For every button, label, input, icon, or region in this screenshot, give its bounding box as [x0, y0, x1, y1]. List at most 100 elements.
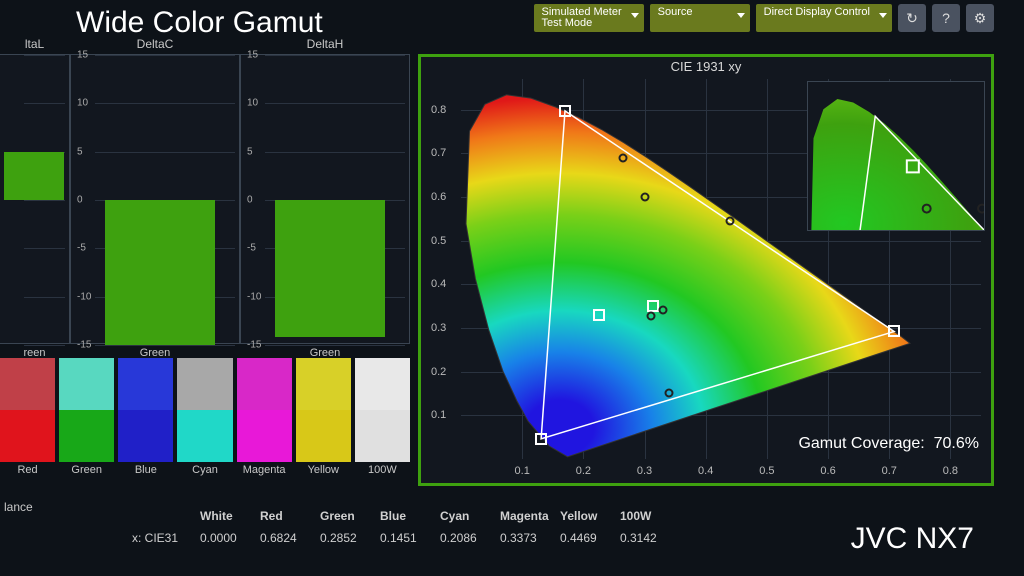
target-point: [888, 325, 900, 337]
table-cell: 0.3142: [618, 527, 678, 549]
gridline: [265, 55, 405, 56]
ytick-label: 5: [77, 146, 83, 157]
swatch-bottom: [355, 410, 410, 462]
inset-measured: [978, 205, 985, 213]
table-cell: 0.1451: [378, 527, 438, 549]
swatch-label: 100W: [355, 462, 410, 478]
gridline: [265, 152, 405, 153]
toolbar: Simulated MeterTest ModeSourceDirect Dis…: [534, 4, 994, 32]
swatch-bottom: [59, 410, 114, 462]
xtick-label: 0.3: [637, 465, 652, 477]
bar-fill: [4, 152, 64, 200]
gridline: [24, 345, 65, 346]
gridline: [95, 55, 235, 56]
ytick-label: 0.2: [431, 366, 446, 378]
swatch-bottom: [296, 410, 351, 462]
overlay-title: Wide Color Gamut: [76, 6, 323, 40]
gridline: [95, 103, 235, 104]
swatch-label: Blue: [118, 462, 173, 478]
cie-inset: [807, 81, 985, 231]
swatch-label: Red: [0, 462, 55, 478]
table-header-row: WhiteRedGreenBlueCyanMagentaYellow100W: [130, 505, 710, 527]
table-cell: 0.4469: [558, 527, 618, 549]
table-header-cell: Red: [258, 505, 318, 527]
ytick-label: 0: [247, 195, 253, 206]
xtick-label: 0.5: [759, 465, 774, 477]
table-cell: 0.2852: [318, 527, 378, 549]
gridline: [265, 103, 405, 104]
bar-charts-region: ltaLreenDeltaC151050-5-10-15GreenDeltaH1…: [0, 54, 410, 344]
xtick-label: 0.7: [882, 465, 897, 477]
ytick-label: -5: [77, 243, 86, 254]
table-cell: 0.2086: [438, 527, 498, 549]
delta-chart-1: DeltaC151050-5-10-15Green: [70, 54, 240, 344]
swatch-label: Yellow: [296, 462, 351, 478]
swatch-cyan: Cyan: [177, 358, 232, 478]
chart-title: ltaL: [0, 37, 69, 51]
settings-button[interactable]: ⚙: [966, 4, 994, 32]
swatch-bottom: [118, 410, 173, 462]
refresh-icon: ↻: [906, 10, 918, 27]
ytick-label: 0.6: [431, 191, 446, 203]
help-icon: ?: [942, 10, 950, 26]
gridline: [265, 345, 405, 346]
gridline: [24, 248, 65, 249]
measured-point: [658, 305, 667, 314]
ytick-label: -10: [77, 291, 91, 302]
swatch-top: [237, 358, 292, 410]
swatch-red: Red: [0, 358, 55, 478]
gridline: [24, 103, 65, 104]
bar-fill: [275, 200, 385, 337]
chevron-down-icon: [879, 13, 887, 18]
table-header-cell: Blue: [378, 505, 438, 527]
cie-diagram: CIE 1931 xy 0.10.20.30.40.50.60.70.80.10…: [418, 54, 994, 486]
bar-fill: [105, 200, 215, 345]
settings-icon: ⚙: [974, 10, 987, 27]
ytick-label: 0: [77, 195, 83, 206]
target-point: [593, 309, 605, 321]
swatch-bottom: [0, 410, 55, 462]
toolbar-dropdown-1[interactable]: Source: [650, 4, 750, 32]
ytick-label: 0.7: [431, 147, 446, 159]
table-cell: [130, 505, 198, 527]
delta-chart-2: DeltaH151050-5-10-15Green: [240, 54, 410, 344]
xtick-label: 0.6: [820, 465, 835, 477]
target-point: [535, 433, 547, 445]
measured-point: [640, 192, 649, 201]
swatch-top: [177, 358, 232, 410]
table-header-cell: Magenta: [498, 505, 558, 527]
swatch-label: Cyan: [177, 462, 232, 478]
chevron-down-icon: [631, 13, 639, 18]
swatch-top: [118, 358, 173, 410]
ytick-label: 0.1: [431, 409, 446, 421]
swatch-blue: Blue: [118, 358, 173, 478]
gridline: [95, 152, 235, 153]
ytick-label: 0.8: [431, 104, 446, 116]
swatch-100w: 100W: [355, 358, 410, 478]
table-header-cell: Cyan: [438, 505, 498, 527]
swatch-magenta: Magenta: [237, 358, 292, 478]
xtick-label: 0.8: [943, 465, 958, 477]
refresh-button[interactable]: ↻: [898, 4, 926, 32]
table-row: x: CIE310.00000.68240.28520.14510.20860.…: [130, 527, 710, 549]
measured-point: [619, 153, 628, 162]
help-button[interactable]: ?: [932, 4, 960, 32]
xtick-label: 0.4: [698, 465, 713, 477]
table-header-cell: White: [198, 505, 258, 527]
swatch-green: Green: [59, 358, 114, 478]
ytick-label: 15: [247, 50, 258, 61]
ytick-label: 0.3: [431, 322, 446, 334]
overlay-brand: JVC NX7: [851, 522, 974, 556]
ytick-label: -5: [247, 243, 256, 254]
toolbar-dropdown-0[interactable]: Simulated MeterTest Mode: [534, 4, 644, 32]
measured-point: [726, 216, 735, 225]
swatch-label: Green: [59, 462, 114, 478]
delta-chart-0: ltaLreen: [0, 54, 70, 344]
toolbar-dropdown-2[interactable]: Direct Display Control: [756, 4, 892, 32]
gridline: [24, 200, 65, 201]
inset-locus: [808, 99, 985, 231]
app-root: Wide Color Gamut JVC NX7 Simulated Meter…: [0, 0, 1024, 576]
inset-svg: [808, 82, 985, 231]
swatch-bottom: [237, 410, 292, 462]
xtick-label: 0.2: [576, 465, 591, 477]
